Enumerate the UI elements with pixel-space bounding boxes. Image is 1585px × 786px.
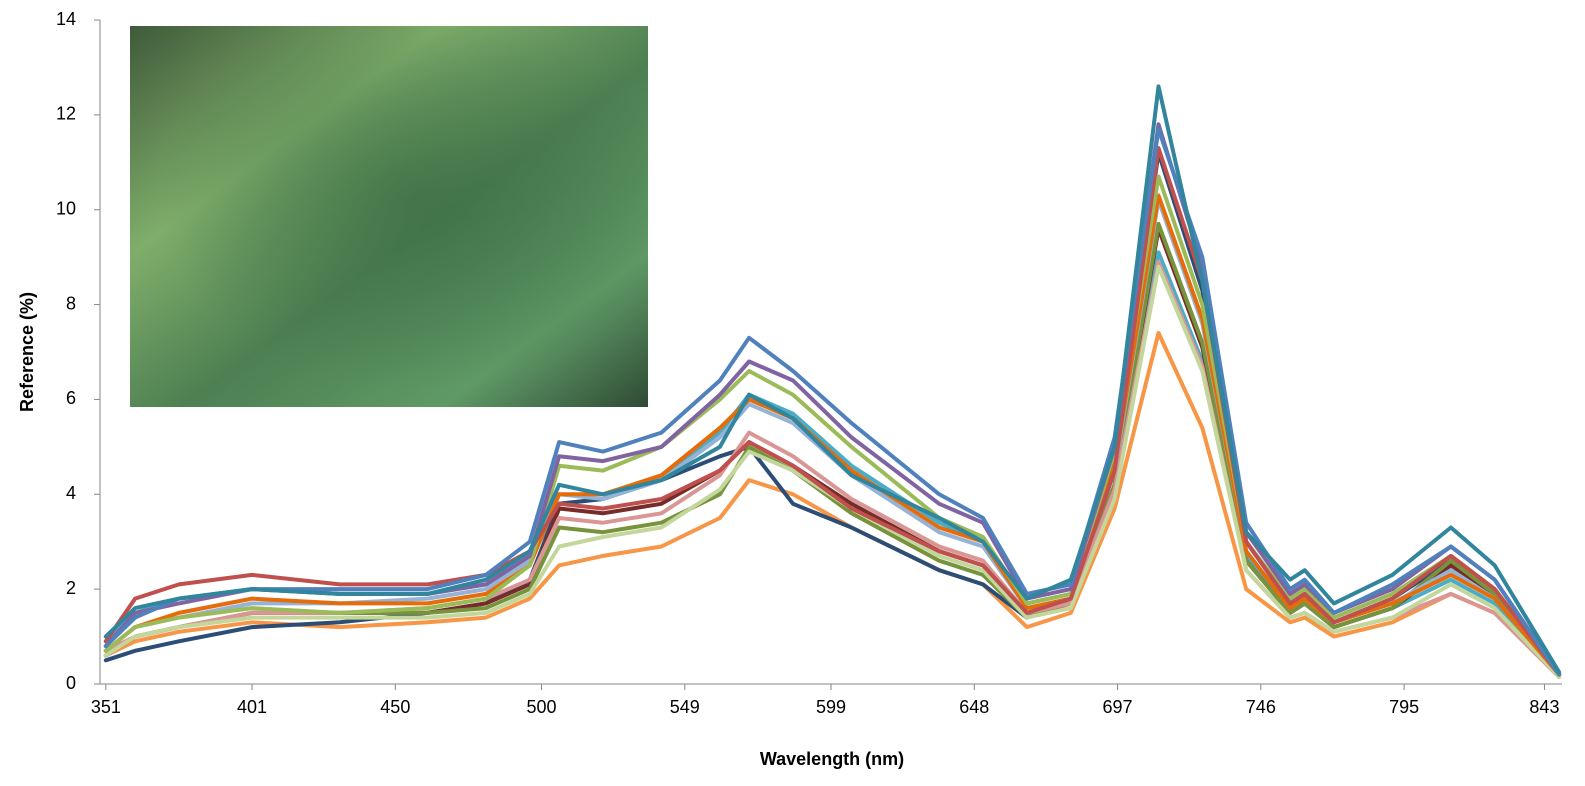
x-tick-label: 746 xyxy=(1246,697,1276,717)
y-tick-label: 6 xyxy=(66,388,76,408)
series-line xyxy=(103,174,1562,677)
x-tick-label: 697 xyxy=(1103,697,1133,717)
x-axis-title: Wavelength (nm) xyxy=(760,749,904,769)
y-tick-label: 4 xyxy=(66,483,76,503)
x-tick-label: 500 xyxy=(527,697,557,717)
series-line xyxy=(103,146,1562,677)
y-tick-label: 12 xyxy=(56,104,76,124)
series-line xyxy=(103,264,1562,679)
series-line xyxy=(103,127,1562,677)
y-tick-label: 8 xyxy=(66,293,76,313)
y-axis-title: Reference (%) xyxy=(17,292,37,412)
x-tick-label: 549 xyxy=(670,697,700,717)
y-tick-label: 10 xyxy=(56,198,76,218)
series-line xyxy=(103,84,1562,675)
x-tick-label: 843 xyxy=(1529,697,1559,717)
series-line xyxy=(103,193,1562,677)
plot-area xyxy=(103,84,1562,679)
y-tick-label: 2 xyxy=(66,578,76,598)
y-tick-label: 0 xyxy=(66,673,76,693)
series-line xyxy=(103,221,1562,677)
x-tick-label: 599 xyxy=(816,697,846,717)
x-tick-label: 795 xyxy=(1389,697,1419,717)
x-tick-label: 450 xyxy=(380,697,410,717)
inset-photo xyxy=(130,26,648,407)
x-tick-label: 351 xyxy=(91,697,121,717)
y-tick-label: 14 xyxy=(56,9,76,29)
x-tick-label: 648 xyxy=(959,697,989,717)
x-tick-label: 401 xyxy=(237,697,267,717)
